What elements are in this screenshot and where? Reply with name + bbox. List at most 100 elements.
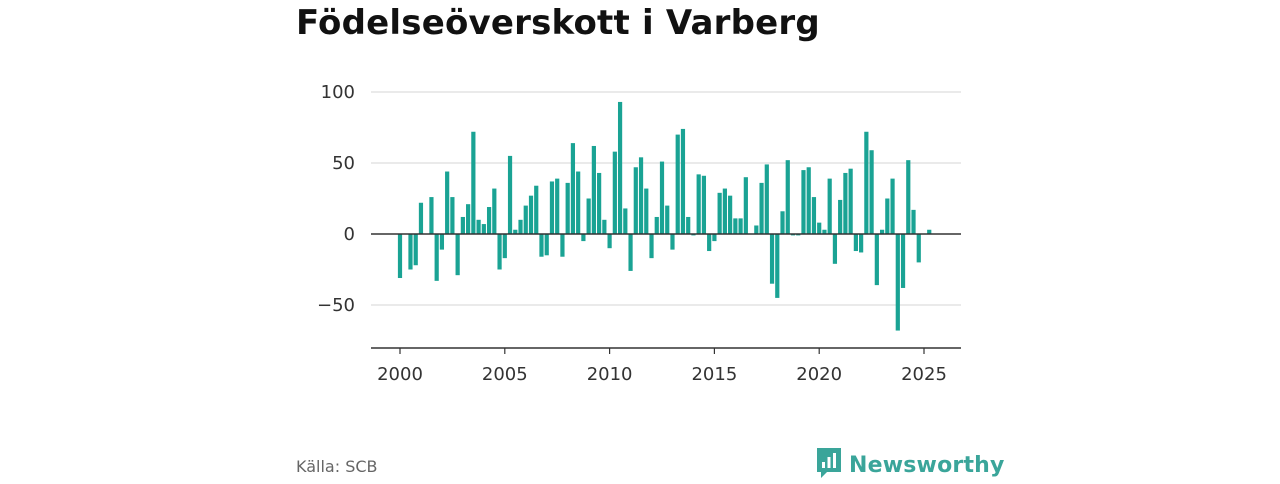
bar (722, 188, 727, 234)
bar (801, 170, 806, 234)
bar (523, 205, 528, 234)
bar (654, 216, 659, 234)
x-tick-label: 2025 (901, 364, 947, 385)
bar (507, 155, 513, 234)
bar (670, 234, 675, 250)
bar (906, 160, 911, 234)
bar (486, 207, 492, 234)
bar (665, 205, 670, 234)
bar (754, 225, 759, 234)
x-tick-label: 2020 (796, 364, 842, 385)
bar (707, 234, 712, 252)
bar (513, 229, 518, 234)
axes (371, 233, 961, 354)
bar (638, 157, 644, 234)
y-tick-label: 50 (332, 153, 355, 174)
bar (528, 195, 534, 234)
bar (565, 182, 570, 234)
bar (759, 182, 764, 234)
bar (838, 199, 843, 234)
bar (570, 143, 576, 234)
bar (680, 128, 686, 234)
bar (413, 234, 418, 266)
bar (869, 150, 874, 234)
bar (560, 234, 565, 257)
bar (607, 234, 612, 249)
x-tick-label: 2015 (691, 364, 737, 385)
y-tick-label: 0 (344, 224, 355, 245)
bar (466, 204, 471, 234)
bar (649, 234, 654, 259)
bar (764, 164, 769, 234)
newsworthy-logo-icon (815, 446, 843, 484)
bar (434, 234, 439, 281)
bar (492, 188, 497, 234)
bar (602, 219, 607, 234)
gridlines (371, 91, 961, 306)
bar (408, 234, 413, 270)
bar (890, 178, 895, 234)
bar (895, 234, 900, 331)
source-note: Källa: SCB (296, 457, 378, 476)
bar (497, 234, 502, 270)
bars (397, 101, 932, 331)
bar (555, 178, 560, 234)
bar (549, 181, 555, 234)
bar (518, 219, 523, 234)
brand-logo[interactable]: Newsworthy (815, 446, 1005, 484)
x-tick-label: 2000 (377, 364, 423, 385)
brand-name: Newsworthy (849, 452, 1005, 478)
bar (848, 168, 853, 234)
bar (885, 198, 890, 234)
bar (450, 197, 455, 234)
bar (874, 234, 879, 286)
y-tick-label: 100 (321, 82, 355, 103)
bar (728, 195, 733, 234)
bar (817, 222, 822, 234)
bar (418, 202, 424, 234)
bar (696, 174, 701, 234)
bar (879, 229, 885, 234)
bar (927, 229, 932, 234)
bar (806, 167, 811, 234)
bar (591, 145, 596, 234)
bar (460, 216, 465, 234)
bar (717, 192, 722, 234)
bar (832, 234, 838, 264)
bar (701, 175, 707, 234)
bar (623, 208, 628, 234)
bar (911, 209, 916, 234)
bar (644, 188, 649, 234)
bar (476, 219, 481, 234)
bar (659, 161, 665, 234)
bar (586, 198, 591, 234)
bar (455, 234, 460, 276)
bar (471, 131, 476, 234)
bar (481, 224, 486, 234)
y-tick-label: −50 (317, 295, 355, 316)
bar (617, 101, 623, 234)
x-tick-label: 2005 (482, 364, 528, 385)
bar (743, 177, 748, 234)
bar (859, 234, 864, 253)
bar (712, 234, 717, 242)
bar (429, 197, 434, 234)
x-tick-label: 2010 (587, 364, 633, 385)
bar (864, 131, 869, 234)
bar (581, 234, 586, 242)
bar (397, 234, 403, 279)
bar (597, 172, 602, 234)
bar (853, 234, 858, 252)
bar (827, 178, 832, 234)
bar (675, 134, 680, 234)
bar (628, 234, 633, 271)
tick-labels: 100 50 0 −50 2000 2005 2010 2015 2020 2025 (317, 82, 947, 385)
bar (733, 218, 738, 234)
bar (544, 234, 549, 256)
bar (445, 171, 450, 234)
bar (843, 172, 848, 234)
bar (502, 234, 507, 259)
bar (738, 218, 743, 234)
bar (811, 197, 817, 234)
